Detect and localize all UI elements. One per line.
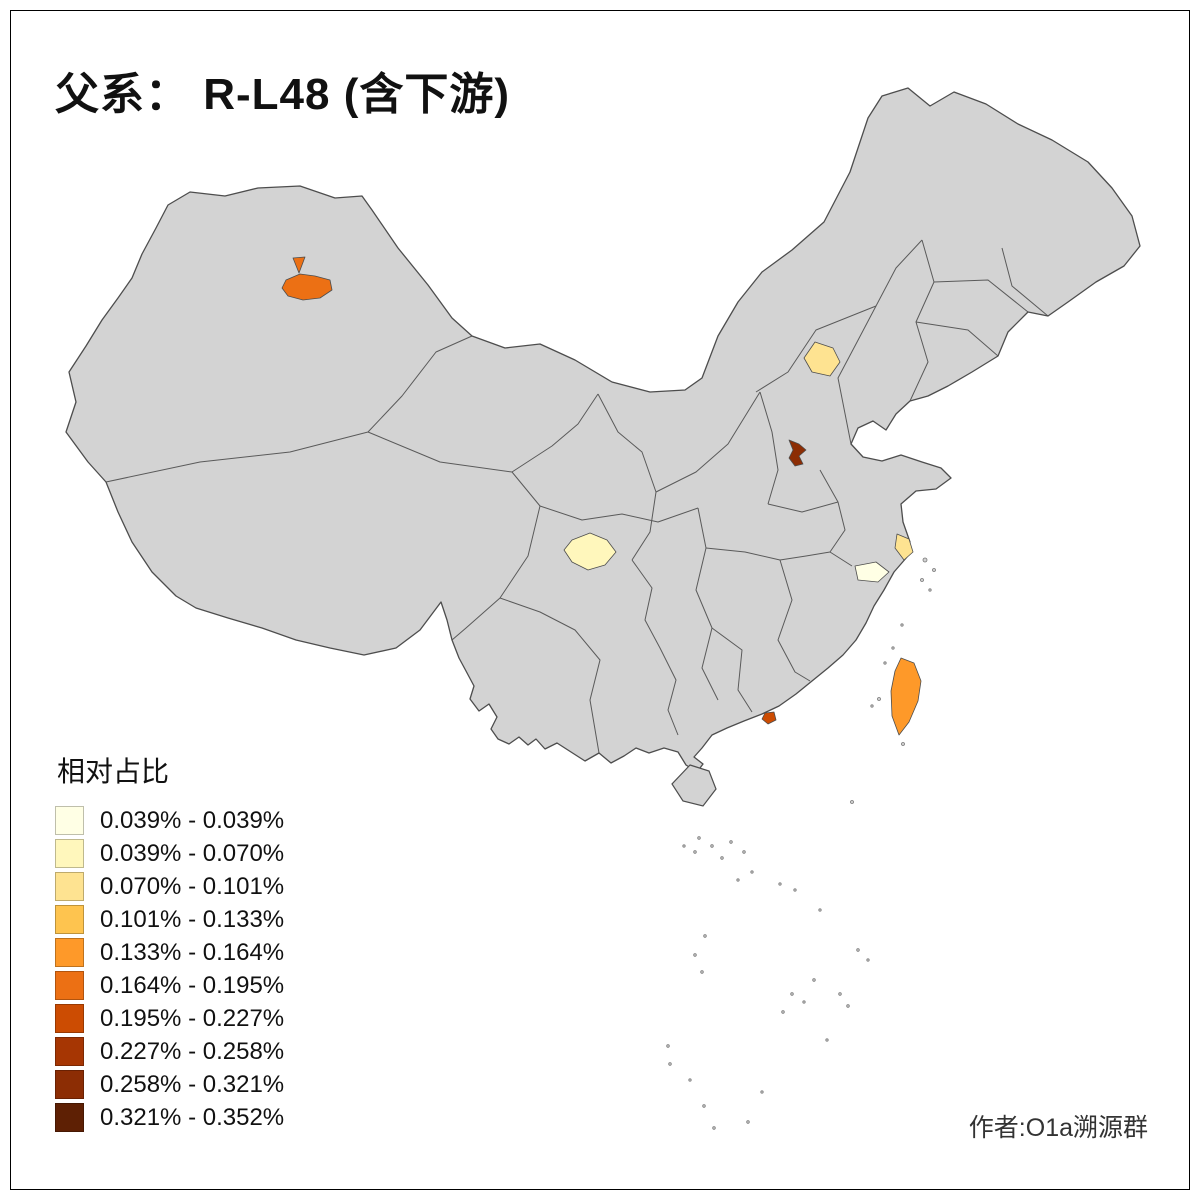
legend-range-label: 0.164% - 0.195% [100, 971, 285, 999]
legend-range-label: 0.195% - 0.227% [100, 1004, 285, 1032]
legend-range-label: 0.258% - 0.321% [100, 1070, 285, 1098]
highlight-beijing [803, 341, 841, 377]
legend-color-swatch [55, 839, 84, 868]
province-borders [105, 239, 1049, 754]
legend-row: 0.195% - 0.227% [55, 1002, 284, 1035]
highlight-taiwan [890, 657, 922, 736]
highlight-chengdu [563, 532, 617, 571]
attribution-text: 作者:O1a溯源群 [968, 1114, 1148, 1142]
legend-range-label: 0.321% - 0.352% [100, 1103, 285, 1131]
legend-range-label: 0.227% - 0.258% [100, 1037, 285, 1065]
legend: 相对占比 0.039% - 0.039% 0.039% - 0.070% 0.0… [55, 750, 284, 1134]
hainan-island-shape [671, 764, 717, 807]
legend-row: 0.101% - 0.133% [55, 903, 284, 936]
legend-row: 0.039% - 0.039% [55, 804, 284, 837]
page-title: 父系： R-L48 (含下游) [55, 70, 510, 119]
legend-color-swatch [55, 938, 84, 967]
legend-row: 0.164% - 0.195% [55, 969, 284, 1002]
legend-row: 0.039% - 0.070% [55, 837, 284, 870]
legend-row: 0.227% - 0.258% [55, 1035, 284, 1068]
highlight-shanghai [894, 533, 914, 561]
legend-items: 0.039% - 0.039% 0.039% - 0.070% 0.070% -… [55, 804, 284, 1134]
legend-color-swatch [55, 905, 84, 934]
legend-color-swatch [55, 806, 84, 835]
legend-range-label: 0.101% - 0.133% [100, 905, 285, 933]
legend-color-swatch [55, 1103, 84, 1132]
legend-row: 0.258% - 0.321% [55, 1068, 284, 1101]
highlight-xinjiang [281, 256, 333, 301]
legend-range-label: 0.039% - 0.039% [100, 806, 285, 834]
legend-row: 0.321% - 0.352% [55, 1101, 284, 1134]
island-specks [666, 557, 936, 1130]
highlight-north-zhejiang [854, 561, 890, 583]
legend-color-swatch [55, 1070, 84, 1099]
legend-title: 相对占比 [57, 756, 170, 787]
legend-color-swatch [55, 872, 84, 901]
highlight-pearl-delta [761, 711, 777, 725]
legend-range-label: 0.070% - 0.101% [100, 872, 285, 900]
legend-color-swatch [55, 1037, 84, 1066]
legend-color-swatch [55, 971, 84, 1000]
legend-row: 0.133% - 0.164% [55, 936, 284, 969]
legend-row: 0.070% - 0.101% [55, 870, 284, 903]
legend-color-swatch [55, 1004, 84, 1033]
legend-range-label: 0.039% - 0.070% [100, 839, 285, 867]
legend-range-label: 0.133% - 0.164% [100, 938, 285, 966]
china-mainland-shape [65, 87, 1141, 773]
highlight-shanxi-dark [788, 439, 807, 467]
